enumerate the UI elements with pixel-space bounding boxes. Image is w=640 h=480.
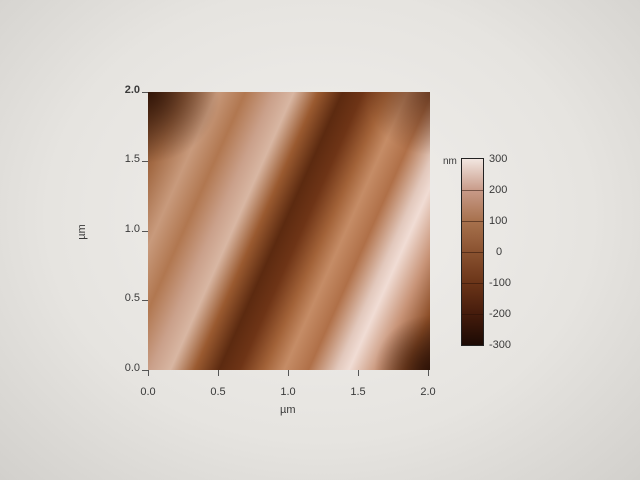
afm-height-map — [148, 92, 430, 370]
y-tick — [142, 370, 148, 371]
x-axis-label: µm — [280, 404, 296, 416]
x-tick-label: 1.5 — [350, 386, 366, 398]
y-tick-label: 0.5 — [124, 292, 140, 304]
y-tick — [142, 231, 148, 232]
x-tick — [148, 370, 149, 376]
colorbar-tick-label: -100 — [489, 277, 512, 289]
colorbar-tick-label: 100 — [489, 215, 508, 227]
colorbar-tick-label: 0 — [496, 246, 503, 258]
x-tick — [358, 370, 359, 376]
y-tick-label: 1.0 — [124, 223, 140, 235]
x-tick-label: 0.0 — [140, 386, 156, 398]
x-tick — [218, 370, 219, 376]
x-tick — [428, 370, 429, 376]
y-axis-label: µm — [75, 224, 88, 240]
colorbar-unit: nm — [443, 156, 457, 167]
y-tick-label: 1.5 — [124, 153, 140, 165]
x-tick-label: 1.0 — [280, 386, 296, 398]
y-tick-label: 2.0 — [124, 84, 140, 96]
colorbar-tick-label: 300 — [489, 153, 508, 165]
colorbar — [461, 158, 484, 346]
colorbar-tick-label: -200 — [489, 308, 512, 320]
colorbar-tick-label: -300 — [489, 339, 512, 351]
y-tick — [142, 300, 148, 301]
x-tick-label: 0.5 — [210, 386, 226, 398]
y-tick — [142, 161, 148, 162]
x-tick-label: 2.0 — [420, 386, 436, 398]
x-tick — [288, 370, 289, 376]
y-tick — [142, 92, 148, 93]
colorbar-tick-label: 200 — [489, 184, 508, 196]
y-tick-label: 0.0 — [124, 362, 140, 374]
